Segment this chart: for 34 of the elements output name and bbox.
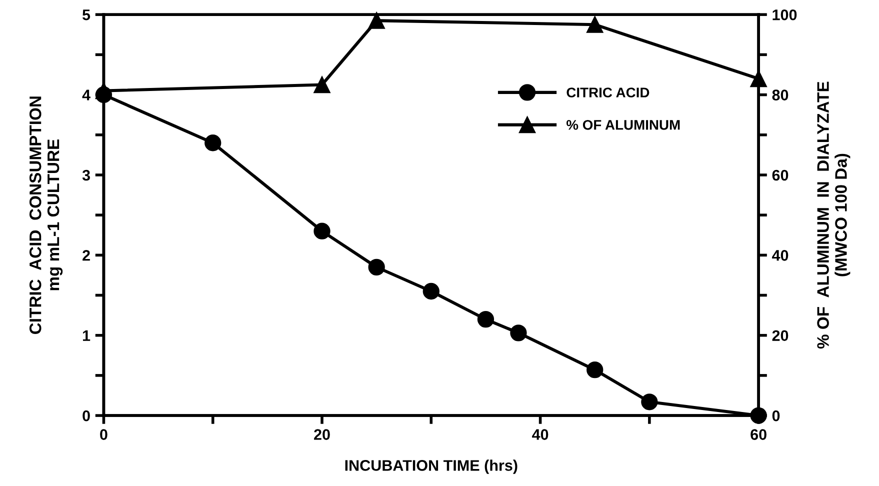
point [204,134,222,152]
point [641,394,658,410]
point [314,222,330,240]
point [750,407,767,424]
y-tick-label: 4 [82,90,90,100]
point [368,258,385,276]
x-tick-label: 40 [532,429,548,440]
point [510,324,527,342]
y-tick-label: 2 [82,250,90,261]
y2-tick-label: 80 [772,90,788,100]
point [368,12,385,29]
point [314,76,330,94]
x-tick-label: 20 [314,429,330,440]
y-tick-label: 3 [82,170,90,181]
y-axis-title: CITRIC ACID CONSUMPTION mg mL-1 CULTURE [29,96,63,334]
y2-axis-title: % OF ALUMINUM IN DIALYZATE (MWCO 100 Da) [817,82,850,349]
point [477,310,494,328]
y2-tick-label: 20 [772,330,788,342]
y-tick-label: 0 [82,410,90,422]
point [586,361,604,378]
y2-tick-label: 100 [772,9,797,20]
x-axis-title: INCUBATION TIME (hrs) [345,460,518,474]
x-tick-label: 0 [100,429,108,440]
point [586,16,604,33]
y-tick-label: 1 [82,330,90,341]
point [422,282,440,300]
point [95,86,112,104]
y-tick-label: 5 [82,10,90,20]
y2-tick-label: 60 [772,170,788,181]
legend-label: CITRIC ACID [566,88,650,98]
legend-label: % OF ALUMINUM [566,120,680,130]
x-tick-label: 60 [750,429,766,440]
y2-tick-label: 0 [772,410,780,422]
y2-tick-label: 40 [772,250,788,261]
